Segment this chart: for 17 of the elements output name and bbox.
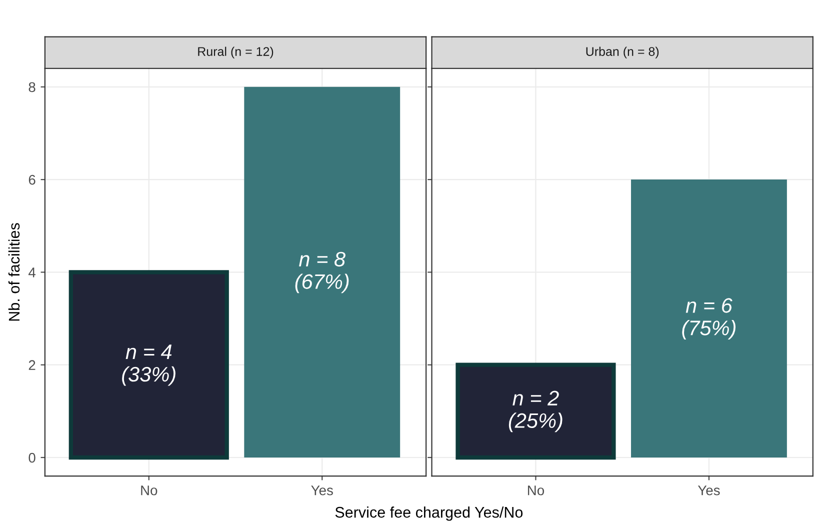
data-label: n = 6 (75%) — [682, 298, 736, 340]
y-tick-label: 4 — [28, 268, 36, 278]
data-label: n = 2 (25%) — [508, 390, 562, 432]
y-tick-label: 6 — [28, 174, 36, 185]
data-label: n = 8 (67%) — [295, 252, 349, 294]
y-tick-label: 2 — [28, 360, 36, 370]
x-axis-title: Service fee charged Yes/No — [335, 506, 523, 521]
x-tick-label: Yes — [698, 486, 720, 496]
chart-title: Urban (n = 8) — [586, 46, 659, 58]
y-tick-label: 8 — [28, 82, 36, 92]
y-tick-label: 0 — [28, 452, 36, 463]
x-tick-label: Yes — [311, 486, 333, 496]
y-axis-title: Nb. of facilities — [8, 223, 20, 321]
x-tick-label: No — [141, 486, 158, 496]
chart-title: Rural (n = 12) — [198, 46, 274, 58]
data-label: n = 4 (33%) — [122, 344, 176, 386]
x-tick-label: No — [528, 486, 544, 496]
